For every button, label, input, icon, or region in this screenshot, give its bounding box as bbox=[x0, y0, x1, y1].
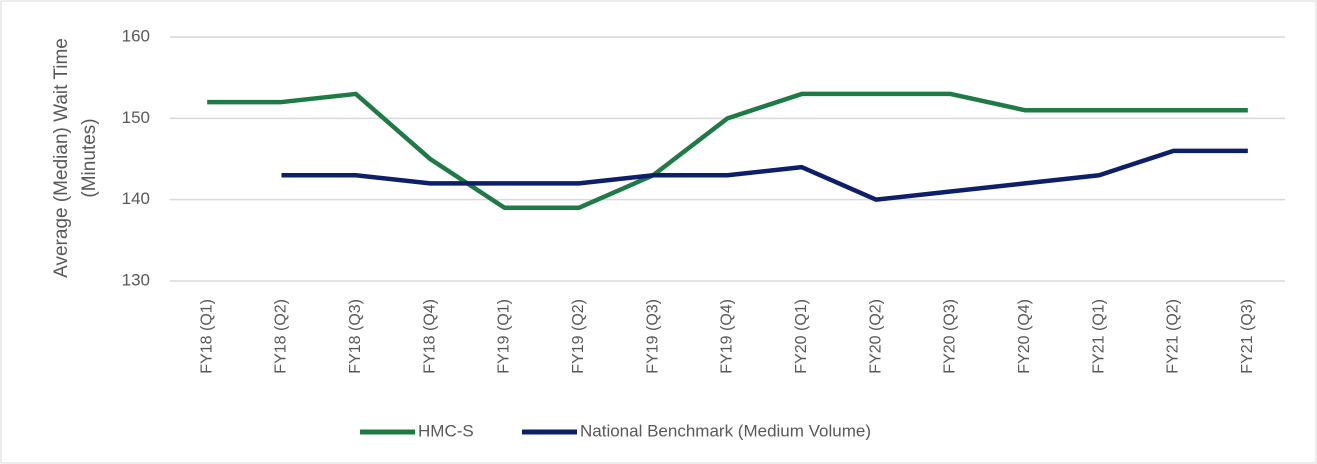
x-tick-label: FY20 (Q2) bbox=[867, 299, 884, 374]
y-tick-label: 140 bbox=[122, 189, 150, 208]
x-tick-label: FY18 (Q2) bbox=[273, 299, 290, 374]
x-tick-label: FY20 (Q4) bbox=[1016, 299, 1033, 374]
y-tick-label: 130 bbox=[122, 270, 150, 289]
y-tick-label: 160 bbox=[122, 26, 150, 45]
x-tick-label: FY21 (Q2) bbox=[1165, 299, 1182, 374]
series-line bbox=[207, 91, 1248, 211]
x-tick-label: FY18 (Q3) bbox=[347, 299, 364, 374]
legend-label: National Benchmark (Medium Volume) bbox=[580, 421, 871, 440]
x-tick-label: FY18 (Q1) bbox=[198, 299, 215, 374]
series-line bbox=[281, 148, 1248, 202]
x-tick-label: FY20 (Q3) bbox=[942, 299, 959, 374]
x-tick-label: FY19 (Q2) bbox=[570, 299, 587, 374]
y-axis-label: (Minutes) bbox=[79, 118, 100, 197]
y-axis-label: Average (Median) Wait Time bbox=[51, 38, 72, 278]
y-tick-label: 150 bbox=[122, 108, 150, 127]
x-tick-label: FY21 (Q1) bbox=[1090, 299, 1107, 374]
x-tick-label: FY19 (Q4) bbox=[719, 299, 736, 374]
x-tick-label: FY20 (Q1) bbox=[793, 299, 810, 374]
x-tick-label: FY21 (Q3) bbox=[1239, 299, 1256, 374]
x-tick-label: FY19 (Q1) bbox=[496, 299, 513, 374]
legend-label: HMC-S bbox=[418, 421, 474, 440]
x-tick-label: FY19 (Q3) bbox=[644, 299, 661, 374]
x-tick-label: FY18 (Q4) bbox=[421, 299, 438, 374]
